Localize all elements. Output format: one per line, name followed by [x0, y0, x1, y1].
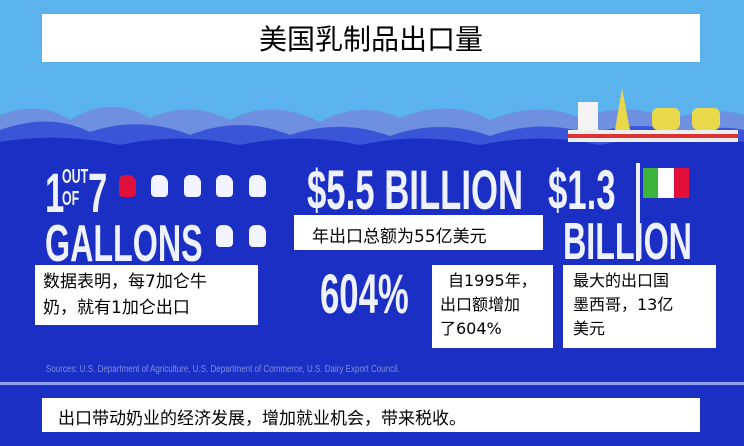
mexico-unit-stat: BILLION: [563, 213, 692, 271]
milk-jug-icon: [249, 175, 266, 197]
divider: [0, 382, 744, 385]
flagpole: [636, 163, 640, 261]
bottom-note: 出口带动奶业的经济发展，增加就业机会，带来税收。: [42, 398, 700, 432]
milk-jug-icon: [249, 225, 266, 247]
growth-stat: 604%: [320, 262, 409, 325]
export-total-stat: $5.5 BILLION: [307, 158, 524, 221]
gallons-out-of: OUT OF: [62, 166, 89, 210]
page-title: 美国乳制品出口量: [42, 14, 700, 62]
mexico-note-line: 美元: [573, 319, 606, 338]
milk-jug-icon: [151, 175, 168, 197]
gallons-note-line: 数据表明，每7加仑牛: [43, 272, 207, 292]
growth-note-line: 自1995年，: [448, 271, 537, 290]
growth-note: 自1995年， 出口额增加 了604%: [432, 265, 553, 348]
growth-note-line: 出口额增加: [440, 295, 521, 314]
gallons-note-line: 奶，就有1加仑出口: [43, 298, 190, 318]
milk-jug-icon: [216, 175, 233, 197]
growth-note-line: 了604%: [440, 319, 502, 338]
mexico-note-line: 墨西哥，13亿: [573, 295, 674, 314]
mexico-amount-stat: $1.3: [548, 158, 616, 221]
gallons-seven: 7: [88, 161, 108, 224]
mexico-note: 最大的出口国 墨西哥，13亿 美元: [563, 265, 716, 348]
gallons-one: 1: [45, 161, 65, 224]
sources-text: Sources: U.S. Department of Agriculture,…: [46, 364, 400, 375]
milk-jug-icon: [184, 175, 201, 197]
total-note: 年出口总额为55亿美元: [294, 215, 543, 250]
milk-jug-icon: [216, 225, 233, 247]
milk-jug-icon: [119, 175, 136, 197]
mexico-flag-icon: [643, 168, 689, 198]
cargo-ship-icon: [568, 88, 738, 142]
gallons-word: GALLONS: [45, 215, 203, 273]
gallons-note: 数据表明，每7加仑牛 奶，就有1加仑出口: [35, 265, 258, 325]
mexico-note-line: 最大的出口国: [573, 271, 670, 290]
